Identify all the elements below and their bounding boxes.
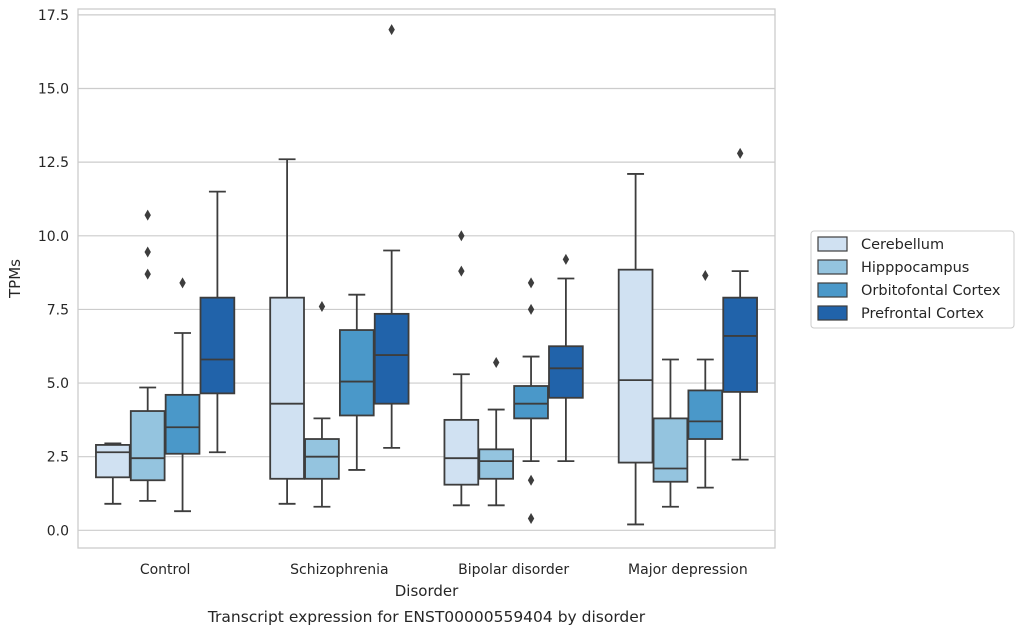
box-cerebellum [617, 173, 654, 526]
outlier-point [493, 356, 500, 368]
y-tick-label: 5.0 [47, 376, 69, 392]
legend-label: Hipppocampus [861, 260, 969, 276]
outlier-point [144, 246, 151, 258]
box-prefrontal-cortex [199, 190, 236, 454]
box-hipppocampus [652, 358, 689, 508]
outlier-point [562, 253, 570, 265]
box-iqr [548, 345, 584, 399]
legend-label: Orbitofontal Cortex [861, 283, 1001, 299]
box-iqr [722, 296, 758, 393]
legend-swatch [817, 236, 848, 252]
outlier-point [527, 474, 535, 486]
box-iqr [687, 389, 724, 440]
legend-label: Prefrontal Cortex [861, 306, 984, 322]
box-iqr [373, 312, 410, 405]
x-tick-label: Bipolar disorder [458, 562, 569, 578]
legend-swatch [817, 305, 848, 321]
legend-swatch [817, 282, 848, 298]
box-iqr [617, 268, 654, 464]
box-orbitofontal-cortex [164, 277, 201, 513]
box-hipppocampus [129, 209, 166, 502]
box-iqr [652, 417, 689, 483]
outlier-point [527, 303, 535, 315]
outlier-point [144, 209, 151, 221]
y-tick-labels: 0.0 2.5 5.0 7.5 10.0 12.5 15.0 17.5 [38, 8, 69, 539]
boxes [95, 24, 758, 526]
box-iqr [199, 296, 236, 395]
plot-frame [77, 8, 776, 549]
box-prefrontal-cortex [722, 147, 758, 461]
box-cerebellum [95, 442, 131, 505]
box-iqr [164, 393, 201, 455]
x-tick-label: Control [140, 562, 191, 578]
outlier-point [318, 300, 326, 312]
y-tick-label: 2.5 [47, 450, 69, 466]
gridlines [78, 14, 775, 531]
chart-title: Transcript expression for ENST0000055940… [207, 608, 646, 626]
box-orbitofontal-cortex [338, 293, 375, 471]
x-tick-labels: Control Schizophrenia Bipolar disorder Majo… [140, 562, 748, 578]
x-tick-label: Schizophrenia [290, 562, 388, 578]
outlier-point [458, 230, 465, 242]
y-axis-label: TPMs [6, 259, 24, 299]
outlier-point [388, 24, 395, 36]
y-tick-label: 17.5 [38, 8, 69, 24]
box-iqr [129, 410, 166, 482]
legend-swatch [817, 259, 848, 275]
box-orbitofontal-cortex [513, 277, 549, 525]
box-iqr [513, 385, 549, 420]
legend: Cerebellum Hipppocampus Orbitofontal Corte… [810, 230, 1015, 329]
outlier-point [736, 147, 744, 159]
box-hipppocampus [478, 356, 515, 507]
box-orbitofontal-cortex [687, 270, 724, 489]
legend-frame [810, 230, 1015, 329]
box-iqr [478, 448, 515, 480]
box-iqr [269, 296, 305, 480]
y-tick-label: 12.5 [38, 155, 69, 171]
y-tick-label: 7.5 [47, 302, 69, 318]
box-cerebellum [269, 158, 305, 505]
box-prefrontal-cortex [548, 253, 584, 463]
outlier-point [702, 270, 709, 282]
outlier-point [458, 265, 465, 277]
box-prefrontal-cortex [373, 24, 410, 449]
y-tick-label: 0.0 [47, 523, 69, 539]
x-axis-label: Disorder [395, 582, 459, 600]
legend-label: Cerebellum [861, 237, 944, 253]
x-tick-label: Major depression [628, 562, 748, 578]
box-iqr [443, 418, 480, 486]
outlier-point [527, 513, 535, 525]
box-iqr [95, 444, 131, 479]
y-tick-label: 15.0 [38, 82, 69, 98]
outlier-point [179, 277, 186, 289]
box-hipppocampus [304, 300, 340, 508]
box-iqr [338, 329, 375, 417]
outlier-point [527, 277, 535, 289]
box-iqr [304, 438, 340, 480]
outlier-point [144, 268, 151, 280]
y-tick-label: 10.0 [38, 229, 69, 245]
box-cerebellum [443, 230, 480, 507]
